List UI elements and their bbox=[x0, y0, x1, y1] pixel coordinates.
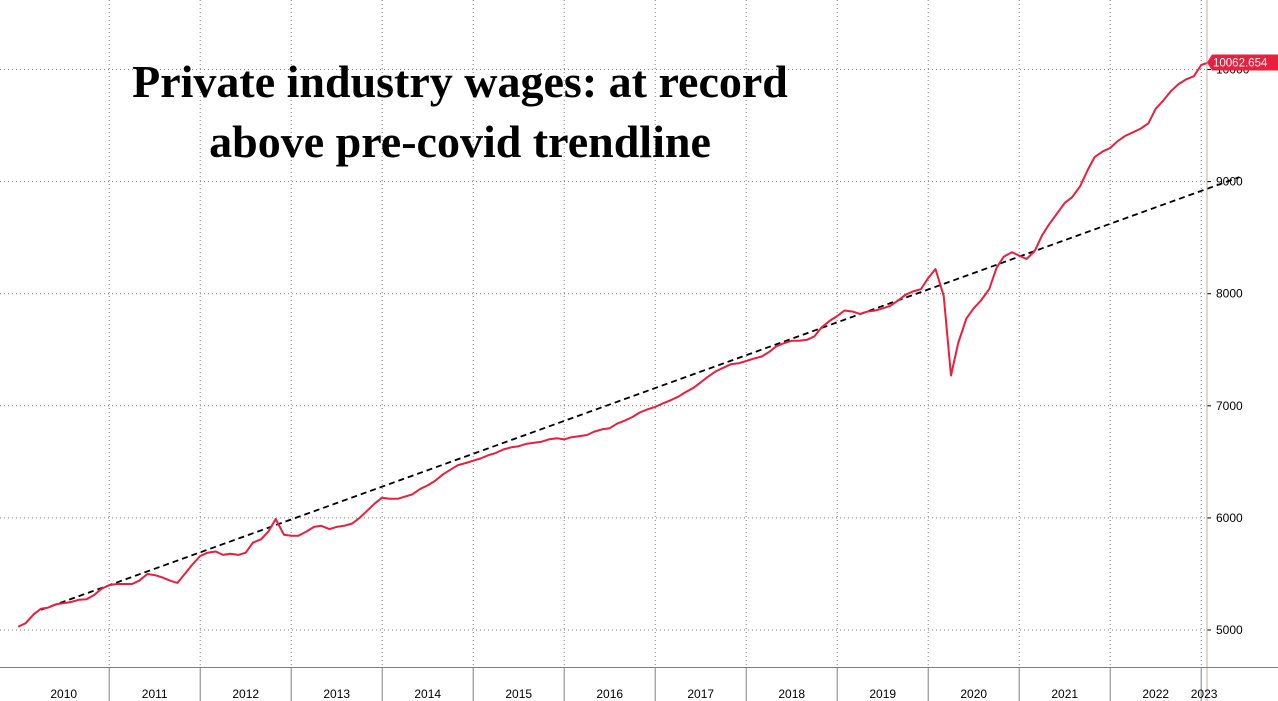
x-tick-label: 2022 bbox=[1142, 687, 1169, 701]
chart-title: Private industry wages: at record above … bbox=[40, 52, 880, 172]
x-tick-label: 2018 bbox=[778, 687, 805, 701]
chart-title-line-2: above pre-covid trendline bbox=[209, 116, 711, 167]
x-tick-label: 2010 bbox=[50, 687, 77, 701]
series-group bbox=[17, 61, 1209, 628]
last-value-label: 10062.654 bbox=[1213, 57, 1268, 69]
x-tick-label: 2021 bbox=[1051, 687, 1078, 701]
x-tick-label: 2016 bbox=[596, 687, 623, 701]
y-tick-label: 6000 bbox=[1216, 511, 1243, 525]
x-tick-label: 2011 bbox=[142, 687, 168, 701]
tick-labels: 5000600070008000900010000201020112012201… bbox=[50, 54, 1278, 701]
x-tick-label: 2019 bbox=[869, 687, 896, 701]
y-tick-label: 7000 bbox=[1216, 399, 1243, 413]
x-tick-label: 2014 bbox=[414, 687, 441, 701]
x-tick-label: 2017 bbox=[687, 687, 714, 701]
x-tick-label: 2020 bbox=[960, 687, 987, 701]
x-tick-label: 2015 bbox=[505, 687, 532, 701]
x-tick-label: 2023 bbox=[1191, 687, 1218, 701]
y-tick-label: 8000 bbox=[1216, 287, 1243, 301]
chart-title-line-1: Private industry wages: at record bbox=[132, 56, 788, 107]
x-tick-label: 2013 bbox=[323, 687, 350, 701]
series-line bbox=[17, 61, 1209, 628]
trendline bbox=[40, 176, 1240, 611]
y-tick-label: 9000 bbox=[1216, 175, 1243, 189]
x-tick-label: 2012 bbox=[232, 687, 259, 701]
last-value-badge bbox=[1207, 54, 1278, 71]
y-tick-label: 5000 bbox=[1216, 623, 1243, 637]
trendline-group bbox=[40, 176, 1240, 611]
